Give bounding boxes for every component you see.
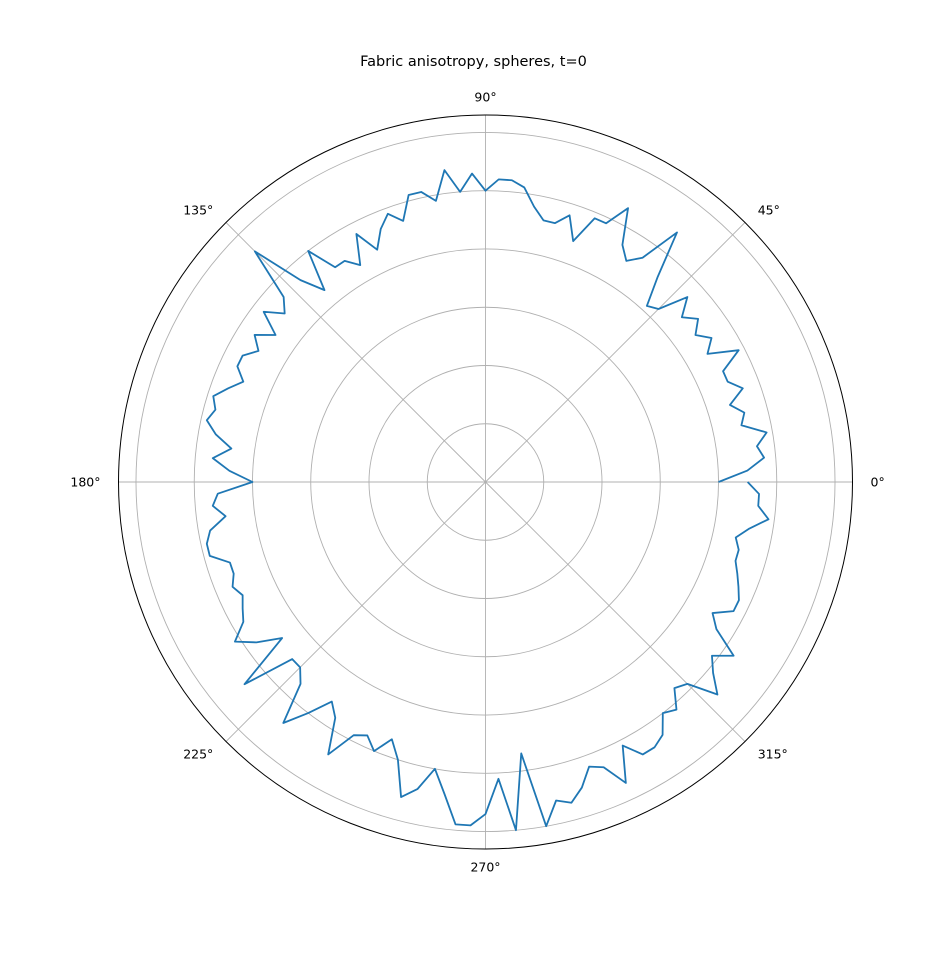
angular-gridline-225 xyxy=(225,481,486,742)
label-layer: 0° 45° 90° 135° 180° 225° 270° 315° xyxy=(70,90,884,875)
angle-tick-label: 270° xyxy=(470,860,500,875)
angle-tick-label: 135° xyxy=(183,202,213,217)
angle-tick-label: 0° xyxy=(871,475,885,490)
frame-layer xyxy=(118,114,853,850)
angle-tick-label: 180° xyxy=(70,475,100,490)
series-layer xyxy=(205,169,770,832)
grid-layer xyxy=(118,115,853,849)
angle-tick-label: 45° xyxy=(758,202,780,217)
angle-tick-label: 225° xyxy=(183,747,213,762)
angular-gridline-45 xyxy=(485,222,746,483)
angular-gridline-135 xyxy=(225,222,486,483)
polar-frame xyxy=(118,114,853,850)
angular-gridline-315 xyxy=(485,481,746,742)
angle-tick-label: 90° xyxy=(474,90,496,105)
chart-title: Fabric anisotropy, spheres, t=0 xyxy=(360,54,587,70)
angle-tick-label: 315° xyxy=(758,747,788,762)
series-line-1 xyxy=(205,169,770,832)
